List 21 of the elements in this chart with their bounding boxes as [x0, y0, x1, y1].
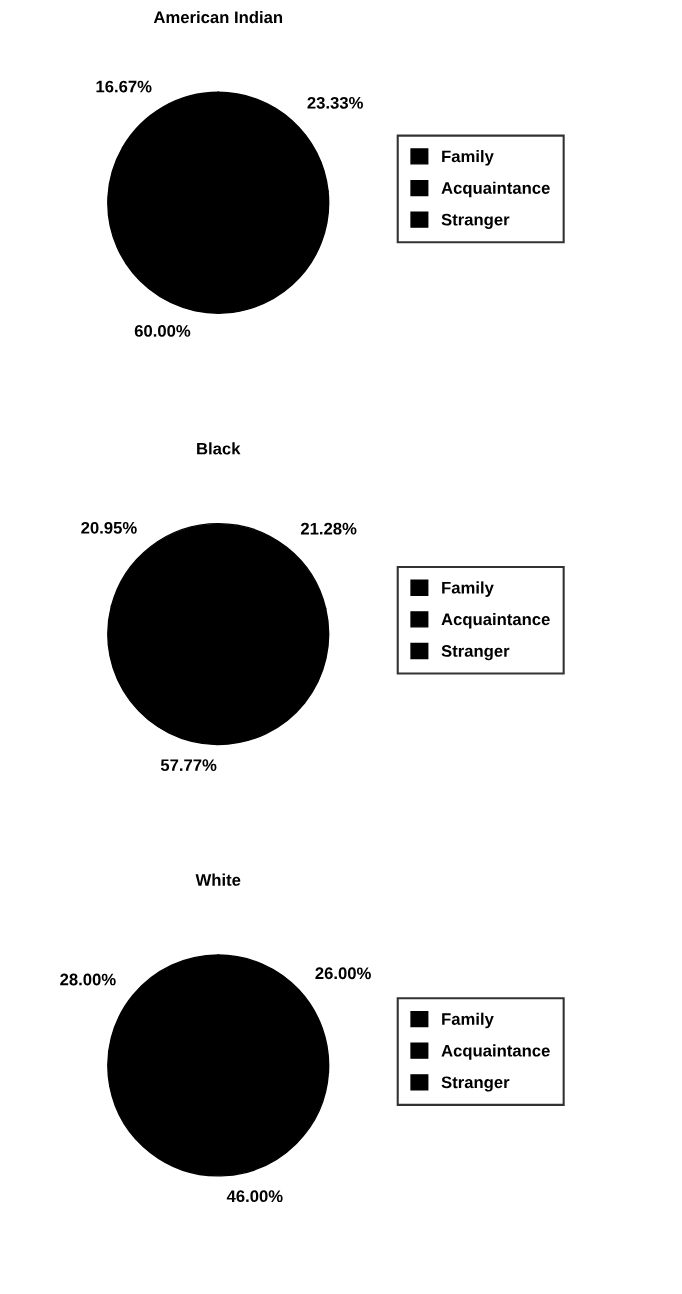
data-label: 23.33% — [307, 96, 363, 109]
data-label: 60.00% — [134, 325, 191, 337]
chart-title: White — [195, 873, 241, 886]
legend-label: Family — [442, 1012, 494, 1029]
chart-title: Black — [197, 442, 241, 455]
legend-label: Family — [442, 581, 494, 597]
data-label: 16.67% — [96, 80, 152, 93]
data-label: 46.00% — [226, 1190, 283, 1203]
legend-label: Acquaintance — [441, 181, 550, 198]
legend-label: Stranger — [441, 213, 510, 229]
data-label: 28.00% — [60, 973, 116, 986]
data-label: 26.00% — [315, 967, 371, 980]
data-label: 20.95% — [81, 521, 137, 534]
legend-label: Stranger — [441, 1076, 510, 1092]
data-label: 21.28% — [300, 522, 357, 535]
legend-label: Acquaintance — [441, 613, 550, 629]
legend-label: Stranger — [441, 645, 510, 661]
legend-label: Acquaintance — [441, 1044, 550, 1060]
data-label: 57.77% — [160, 759, 217, 772]
legend-label: Family — [442, 150, 494, 166]
chart-title: American Indian — [153, 10, 283, 24]
